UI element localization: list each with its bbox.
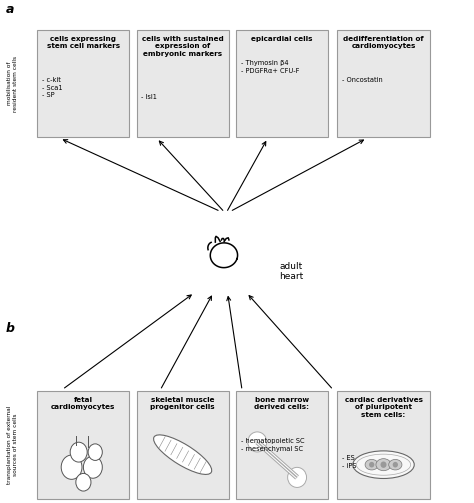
Text: epicardial cells: epicardial cells [251,36,313,42]
Circle shape [381,461,386,468]
Text: - ES
- iPS: - ES - iPS [342,455,356,469]
FancyBboxPatch shape [337,30,429,137]
FancyBboxPatch shape [37,30,129,137]
Text: cardiac derivatives
of pluripotent
stem cells:: cardiac derivatives of pluripotent stem … [345,397,422,417]
Text: - c-kit
- Sca1
- SP: - c-kit - Sca1 - SP [42,77,63,98]
Text: - Thymosin β4
- PDGFRα+ CFU-F: - Thymosin β4 - PDGFRα+ CFU-F [240,60,299,73]
Text: transplantation of external
sources of stem cells: transplantation of external sources of s… [7,405,18,484]
Text: dedifferentiation of
cardiomyocytes: dedifferentiation of cardiomyocytes [343,36,424,49]
Text: b: b [5,322,14,334]
Circle shape [248,432,267,452]
Ellipse shape [83,456,102,478]
Ellipse shape [154,435,212,474]
FancyBboxPatch shape [236,391,328,498]
Text: mobilisation of
resident stem cells: mobilisation of resident stem cells [7,55,18,112]
Text: cells expressing
stem cell markers: cells expressing stem cell markers [47,36,120,49]
FancyBboxPatch shape [37,391,129,498]
Ellipse shape [61,455,82,479]
FancyBboxPatch shape [236,30,328,137]
Text: cells with sustained
expression of
embryonic markers: cells with sustained expression of embry… [142,36,224,56]
Ellipse shape [376,459,391,471]
FancyBboxPatch shape [137,30,229,137]
FancyBboxPatch shape [337,391,429,498]
Ellipse shape [88,444,102,460]
Ellipse shape [76,473,91,491]
Ellipse shape [70,442,87,462]
Circle shape [288,467,307,487]
Text: - Isl1: - Isl1 [141,94,157,100]
Circle shape [392,462,398,467]
Text: adult
heart: adult heart [280,262,304,281]
Ellipse shape [389,459,402,470]
Circle shape [369,462,374,467]
FancyBboxPatch shape [137,391,229,498]
Ellipse shape [365,459,378,470]
Ellipse shape [353,451,414,478]
Text: - hematopoietic SC
- mesenchymal SC: - hematopoietic SC - mesenchymal SC [240,438,304,452]
Text: - Oncostatin: - Oncostatin [342,77,383,83]
Text: a: a [5,3,14,16]
Text: skeletal muscle
progenitor cells: skeletal muscle progenitor cells [150,397,215,410]
Text: fetal
cardiomyocytes: fetal cardiomyocytes [51,397,116,410]
Text: bone marrow
derived cells:: bone marrow derived cells: [255,397,310,410]
